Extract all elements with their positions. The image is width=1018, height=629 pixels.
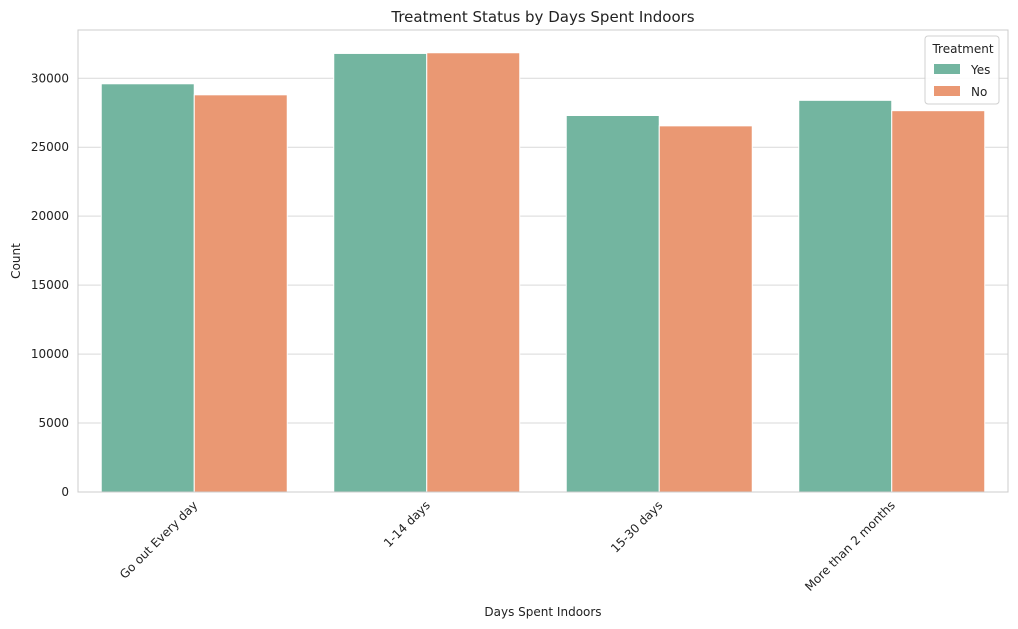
legend: Treatment Yes No — [924, 35, 1000, 105]
y-tick-label: 5000 — [38, 416, 69, 430]
bar-no — [193, 94, 288, 493]
y-tick-label: 0 — [61, 485, 69, 499]
x-tick-label: Go out Every day — [117, 498, 200, 581]
bar-yes — [100, 83, 195, 493]
x-axis-label: Days Spent Indoors — [484, 605, 601, 619]
x-tick-label: More than 2 months — [802, 498, 898, 594]
x-axis-ticks: Go out Every day 1-14 days 15-30 days More … — [117, 498, 898, 594]
x-tick-label: 15-30 days — [608, 498, 665, 555]
y-axis-label: Count — [9, 243, 23, 279]
chart-title: Treatment Status by Days Spent Indoors — [390, 8, 694, 26]
y-tick-label: 10000 — [31, 347, 69, 361]
legend-label-yes: Yes — [970, 63, 990, 77]
bars — [100, 52, 986, 493]
legend-title: Treatment — [931, 42, 993, 56]
bar-no — [891, 110, 986, 493]
y-tick-label: 30000 — [31, 71, 69, 85]
bar-yes — [565, 115, 660, 493]
y-tick-label: 25000 — [31, 140, 69, 154]
legend-label-no: No — [971, 85, 987, 99]
y-tick-label: 20000 — [31, 209, 69, 223]
y-axis-ticks: 0 5000 10000 15000 20000 25000 30000 — [31, 71, 69, 499]
legend-swatch-yes — [934, 64, 960, 74]
bar-no — [658, 125, 753, 493]
legend-swatch-no — [934, 86, 960, 96]
x-tick-label: 1-14 days — [381, 498, 433, 550]
bar-yes — [333, 52, 428, 493]
bar-no — [426, 52, 521, 493]
bar-yes — [798, 99, 893, 493]
y-tick-label: 15000 — [31, 278, 69, 292]
plot-frame — [77, 29, 1009, 493]
